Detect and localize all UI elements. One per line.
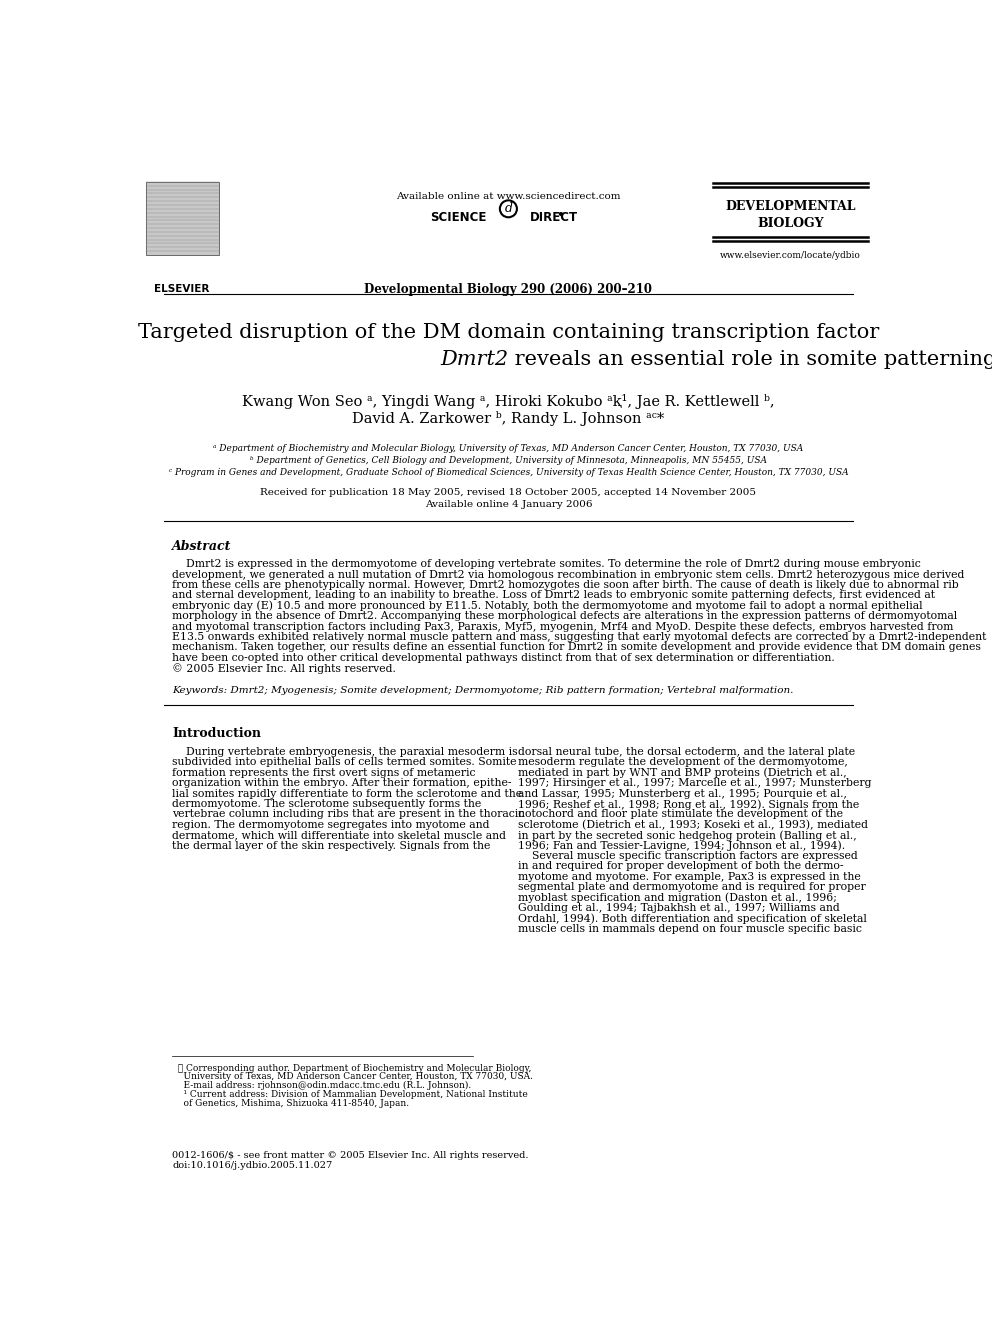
Text: the dermal layer of the skin respectively. Signals from the: the dermal layer of the skin respectivel… [172, 840, 490, 851]
Text: Abstract: Abstract [172, 540, 231, 553]
Text: myoblast specification and migration (Daston et al., 1996;: myoblast specification and migration (Da… [518, 893, 836, 904]
Text: Introduction: Introduction [172, 728, 261, 740]
Text: and Lassar, 1995; Munsterberg et al., 1995; Pourquie et al.,: and Lassar, 1995; Munsterberg et al., 19… [518, 789, 847, 799]
Text: During vertebrate embryogenesis, the paraxial mesoderm is: During vertebrate embryogenesis, the par… [172, 747, 518, 757]
Text: Goulding et al., 1994; Tajbakhsh et al., 1997; Williams and: Goulding et al., 1994; Tajbakhsh et al.,… [518, 904, 839, 913]
Text: in and required for proper development of both the dermo-: in and required for proper development o… [518, 861, 843, 872]
Text: ★ Corresponding author. Department of Biochemistry and Molecular Biology,: ★ Corresponding author. Department of Bi… [172, 1064, 532, 1073]
Text: E13.5 onwards exhibited relatively normal muscle pattern and mass, suggesting th: E13.5 onwards exhibited relatively norma… [172, 632, 986, 642]
Text: Keywords: Dmrt2; Myogenesis; Somite development; Dermomyotome; Rib pattern forma: Keywords: Dmrt2; Myogenesis; Somite deve… [172, 687, 794, 695]
Text: Dmrt2 is expressed in the dermomyotome of developing vertebrate somites. To dete: Dmrt2 is expressed in the dermomyotome o… [172, 560, 921, 569]
Text: Available online at www.sciencedirect.com: Available online at www.sciencedirect.co… [396, 192, 621, 201]
Text: dermatome, which will differentiate into skeletal muscle and: dermatome, which will differentiate into… [172, 831, 506, 840]
Text: Several muscle specific transcription factors are expressed: Several muscle specific transcription fa… [518, 851, 857, 861]
Text: ᶜ Program in Genes and Development, Graduate School of Biomedical Sciences, Univ: ᶜ Program in Genes and Development, Grad… [169, 468, 848, 478]
Text: sclerotome (Dietrich et al., 1993; Koseki et al., 1993), mediated: sclerotome (Dietrich et al., 1993; Kosek… [518, 820, 868, 830]
Text: ELSEVIER: ELSEVIER [155, 283, 210, 294]
Text: E-mail address: rjohnson@odin.mdacc.tmc.edu (R.L. Johnson).: E-mail address: rjohnson@odin.mdacc.tmc.… [172, 1081, 471, 1090]
Text: Kwang Won Seo ᵃ, Yingdi Wang ᵃ, Hiroki Kokubo ᵃⱪ¹, Jae R. Kettlewell ᵇ,: Kwang Won Seo ᵃ, Yingdi Wang ᵃ, Hiroki K… [242, 394, 775, 409]
Text: Dmrt2: Dmrt2 [440, 349, 509, 369]
Text: BIOLOGY: BIOLOGY [757, 217, 823, 229]
Text: lial somites rapidly differentiate to form the sclerotome and the: lial somites rapidly differentiate to fo… [172, 789, 522, 799]
Text: and sternal development, leading to an inability to breathe. Loss of Dmrt2 leads: and sternal development, leading to an i… [172, 590, 935, 601]
Text: •: • [557, 209, 564, 222]
Text: myotome and myotome. For example, Pax3 is expressed in the: myotome and myotome. For example, Pax3 i… [518, 872, 860, 882]
Text: vertebrae column including ribs that are present in the thoracic: vertebrae column including ribs that are… [172, 810, 525, 819]
Text: formation represents the first overt signs of metameric: formation represents the first overt sig… [172, 767, 475, 778]
FancyBboxPatch shape [146, 181, 219, 255]
Text: ¹ Current address: Division of Mammalian Development, National Institute: ¹ Current address: Division of Mammalian… [172, 1090, 528, 1099]
Text: © 2005 Elsevier Inc. All rights reserved.: © 2005 Elsevier Inc. All rights reserved… [172, 663, 396, 673]
Text: dermomyotome. The sclerotome subsequently forms the: dermomyotome. The sclerotome subsequentl… [172, 799, 481, 810]
Text: 1996; Fan and Tessier-Lavigne, 1994; Johnson et al., 1994).: 1996; Fan and Tessier-Lavigne, 1994; Joh… [518, 840, 845, 851]
Text: doi:10.1016/j.ydbio.2005.11.027: doi:10.1016/j.ydbio.2005.11.027 [172, 1162, 332, 1171]
Text: Targeted disruption of the DM domain containing transcription factor: Targeted disruption of the DM domain con… [138, 323, 879, 341]
Text: morphology in the absence of Dmrt2. Accompanying these morphological defects are: morphology in the absence of Dmrt2. Acco… [172, 611, 957, 620]
Text: embryonic day (E) 10.5 and more pronounced by E11.5. Notably, both the dermomyot: embryonic day (E) 10.5 and more pronounc… [172, 601, 923, 611]
Text: ᵃ Department of Biochemistry and Molecular Biology, University of Texas, MD Ande: ᵃ Department of Biochemistry and Molecul… [213, 443, 804, 452]
Text: and myotomal transcription factors including Pax3, Paraxis, Myf5, myogenin, Mrf4: and myotomal transcription factors inclu… [172, 622, 953, 631]
Text: 1997; Hirsinger et al., 1997; Marcelle et al., 1997; Munsterberg: 1997; Hirsinger et al., 1997; Marcelle e… [518, 778, 871, 789]
Text: 1996; Reshef et al., 1998; Rong et al., 1992). Signals from the: 1996; Reshef et al., 1998; Rong et al., … [518, 799, 859, 810]
Text: University of Texas, MD Anderson Cancer Center, Houston, TX 77030, USA.: University of Texas, MD Anderson Cancer … [172, 1073, 533, 1081]
Text: mediated in part by WNT and BMP proteins (Dietrich et al.,: mediated in part by WNT and BMP proteins… [518, 767, 846, 778]
Text: David A. Zarkower ᵇ, Randy L. Johnson ᵃᶜ*: David A. Zarkower ᵇ, Randy L. Johnson ᵃᶜ… [352, 410, 665, 426]
Text: region. The dermomyotome segregates into myotome and: region. The dermomyotome segregates into… [172, 820, 489, 830]
Text: www.elsevier.com/locate/ydbio: www.elsevier.com/locate/ydbio [720, 251, 861, 261]
Text: Ordahl, 1994). Both differentiation and specification of skeletal: Ordahl, 1994). Both differentiation and … [518, 913, 867, 923]
Text: Available online 4 January 2006: Available online 4 January 2006 [425, 500, 592, 509]
Text: dorsal neural tube, the dorsal ectoderm, and the lateral plate: dorsal neural tube, the dorsal ectoderm,… [518, 747, 855, 757]
Text: segmental plate and dermomyotome and is required for proper: segmental plate and dermomyotome and is … [518, 882, 865, 892]
Text: from these cells are phenotypically normal. However, Dmrt2 homozygotes die soon : from these cells are phenotypically norm… [172, 579, 959, 590]
Text: DIRECT: DIRECT [530, 212, 578, 224]
Text: Received for publication 18 May 2005, revised 18 October 2005, accepted 14 Novem: Received for publication 18 May 2005, re… [260, 488, 757, 497]
Text: have been co-opted into other critical developmental pathways distinct from that: have been co-opted into other critical d… [172, 652, 835, 663]
Text: 0012-1606/$ - see front matter © 2005 Elsevier Inc. All rights reserved.: 0012-1606/$ - see front matter © 2005 El… [172, 1151, 529, 1159]
Text: Developmental Biology 290 (2006) 200–210: Developmental Biology 290 (2006) 200–210 [364, 283, 653, 296]
Text: organization within the embryo. After their formation, epithe-: organization within the embryo. After th… [172, 778, 512, 789]
Text: notochord and floor plate stimulate the development of the: notochord and floor plate stimulate the … [518, 810, 842, 819]
Text: reveals an essential role in somite patterning: reveals an essential role in somite patt… [509, 349, 992, 369]
Text: in part by the secreted sonic hedgehog protein (Balling et al.,: in part by the secreted sonic hedgehog p… [518, 831, 856, 840]
Text: development, we generated a null mutation of Dmrt2 via homologous recombination : development, we generated a null mutatio… [172, 570, 964, 579]
Text: DEVELOPMENTAL: DEVELOPMENTAL [725, 200, 856, 213]
Text: mechanism. Taken together, our results define an essential function for Dmrt2 in: mechanism. Taken together, our results d… [172, 643, 981, 652]
Text: mesoderm regulate the development of the dermomyotome,: mesoderm regulate the development of the… [518, 758, 847, 767]
Text: muscle cells in mammals depend on four muscle specific basic: muscle cells in mammals depend on four m… [518, 923, 862, 934]
Text: SCIENCE: SCIENCE [431, 212, 487, 224]
Text: subdivided into epithelial balls of cells termed somites. Somite: subdivided into epithelial balls of cell… [172, 758, 517, 767]
Text: d: d [504, 202, 513, 216]
Text: of Genetics, Mishima, Shizuoka 411-8540, Japan.: of Genetics, Mishima, Shizuoka 411-8540,… [172, 1099, 409, 1107]
Text: ᵇ Department of Genetics, Cell Biology and Development, University of Minnesota,: ᵇ Department of Genetics, Cell Biology a… [250, 456, 767, 464]
